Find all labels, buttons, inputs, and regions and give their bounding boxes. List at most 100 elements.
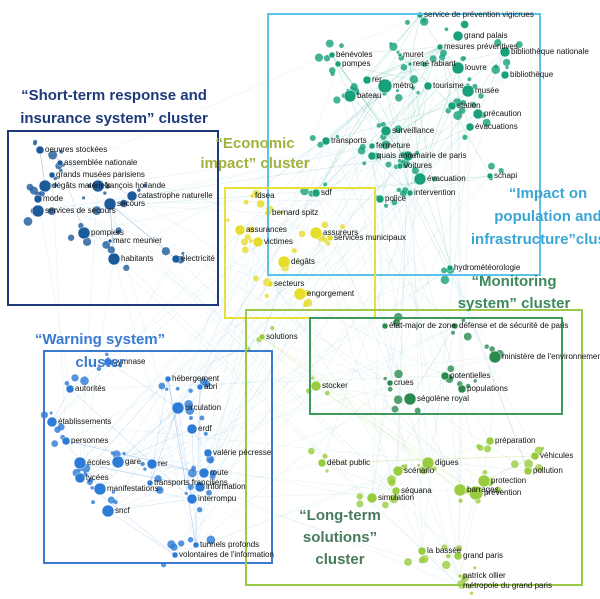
edge — [199, 237, 331, 488]
edge — [109, 145, 373, 205]
edge — [349, 14, 421, 97]
edge — [107, 462, 323, 512]
edge — [315, 192, 456, 327]
edge — [65, 336, 263, 442]
node-label: fdsea — [255, 191, 275, 200]
edge — [167, 74, 506, 380]
node-label: information — [206, 482, 246, 491]
node-dot — [187, 468, 197, 478]
edge — [331, 46, 441, 56]
node-dot — [494, 39, 502, 47]
edge — [379, 46, 441, 200]
node-dot — [394, 369, 403, 379]
node-dot — [270, 326, 275, 331]
edge — [79, 462, 201, 488]
node-dot — [185, 406, 195, 415]
node-dot — [184, 491, 188, 495]
node — [266, 280, 274, 288]
node-dot — [256, 200, 265, 208]
node — [451, 61, 465, 75]
node-dot — [362, 161, 367, 166]
node — [461, 84, 475, 98]
edge — [44, 185, 461, 587]
node-label: bénévoles — [336, 50, 372, 59]
edge — [325, 105, 453, 142]
node-label: transports — [331, 136, 367, 145]
node-dot — [206, 489, 212, 496]
edge — [79, 428, 193, 479]
node — [103, 197, 117, 211]
node-label: assureurs — [323, 228, 358, 237]
node — [293, 287, 307, 301]
node-label: prévention — [484, 488, 521, 497]
edge — [107, 85, 386, 512]
edge — [261, 336, 391, 384]
edge — [149, 325, 456, 484]
edge — [65, 440, 205, 474]
node-dot — [376, 123, 382, 128]
node-dot — [247, 226, 255, 233]
node-dot — [143, 467, 147, 471]
node-dot — [96, 366, 102, 371]
node-dot — [197, 506, 203, 513]
node-dot — [206, 535, 216, 545]
node-dot — [431, 176, 438, 182]
node-dot — [23, 217, 33, 226]
edge — [195, 382, 391, 546]
edge — [149, 407, 179, 484]
node-label: évacuations — [475, 122, 518, 131]
node-dot — [71, 374, 79, 382]
node-dot — [107, 246, 115, 254]
nodes — [23, 11, 545, 595]
node-dot — [264, 293, 269, 299]
edge — [239, 229, 461, 577]
node — [249, 193, 255, 199]
node-label: populations — [467, 384, 508, 393]
node-dot — [87, 183, 92, 188]
node-label: bibliothèque — [510, 70, 554, 79]
node-label: rené rabiant — [413, 59, 456, 68]
node-dot — [323, 182, 328, 187]
edge — [151, 241, 259, 465]
node-label: grands musées parisiens — [56, 170, 145, 179]
node-dot — [483, 445, 492, 453]
edge — [366, 46, 441, 81]
node — [101, 504, 115, 518]
node — [468, 485, 484, 501]
edge — [399, 165, 451, 269]
edge — [107, 261, 285, 512]
edge — [131, 145, 373, 197]
node-dot — [465, 383, 471, 389]
node — [103, 357, 113, 367]
node-dot — [357, 146, 366, 155]
node — [258, 333, 266, 341]
node — [396, 162, 404, 170]
cluster-label: system” cluster — [458, 295, 571, 312]
edge — [151, 325, 456, 465]
node-dot — [47, 207, 56, 216]
edge — [69, 388, 193, 500]
node — [146, 458, 158, 470]
node-dot — [510, 460, 519, 469]
node-label: manifestations — [107, 484, 159, 493]
edge — [199, 79, 368, 488]
node-dot — [461, 21, 469, 29]
node-label: défense et de sécurité de paris — [459, 321, 568, 330]
edge — [477, 51, 506, 115]
node — [48, 171, 56, 179]
edge — [37, 155, 409, 212]
node — [413, 172, 427, 186]
edge — [371, 130, 387, 499]
cluster-label: “Impact on — [509, 185, 587, 202]
node-label: la bassée — [427, 546, 462, 555]
node-dot — [462, 56, 467, 60]
node — [171, 254, 181, 264]
node-dot — [48, 150, 58, 160]
edge — [384, 325, 461, 587]
node — [93, 482, 107, 496]
node-dot — [383, 376, 387, 381]
node-label: dégâts — [291, 257, 315, 266]
edge — [195, 212, 269, 546]
node-label: sncf — [115, 506, 130, 515]
